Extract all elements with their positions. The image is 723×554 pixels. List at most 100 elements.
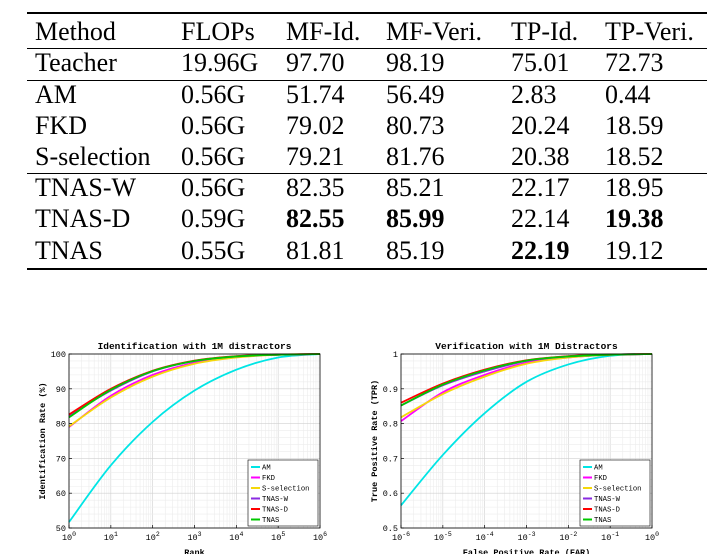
method-name: TNAS-W (35, 173, 137, 202)
x-tick-label: 104 (229, 531, 243, 543)
method-name: Teacher (35, 48, 117, 77)
table-rule (27, 173, 707, 175)
method-name: FKD (35, 111, 88, 140)
x-tick-label: 102 (146, 531, 160, 543)
table-cell: 0.56G (181, 80, 246, 109)
table-cell: 0.56G (181, 111, 246, 140)
results-table: Method FLOPs MF-Id. MF-Veri. TP-Id. TP-Veri. T… (0, 0, 723, 270)
column-header: MF-Veri. (386, 17, 483, 46)
table-cell: 75.01 (511, 48, 570, 77)
y-tick-label: 50 (56, 524, 66, 534)
y-tick-label: 90 (56, 385, 66, 395)
table-cell: 80.73 (386, 111, 445, 140)
y-tick-label: 80 (56, 420, 66, 430)
chart-title: Verification with 1M Distractors (435, 341, 618, 352)
table-cell: 81.81 (286, 236, 345, 265)
table-cell: 18.95 (605, 173, 664, 202)
table-cell: 22.17 (511, 173, 570, 202)
legend-entry: TNAS-W (262, 496, 289, 504)
y-tick-label: 0.7 (383, 454, 398, 464)
legend-entry: S-selection (262, 486, 309, 494)
legend-entry: FKD (262, 475, 275, 483)
table-cell: 79.02 (286, 111, 345, 140)
column-header: FLOPs (181, 17, 255, 46)
table-cell: 98.19 (386, 48, 445, 77)
legend-entry: AM (262, 465, 271, 473)
y-tick-label: 0.6 (383, 489, 398, 499)
x-tick-label: 105 (271, 531, 285, 543)
y-tick-label: 60 (56, 489, 66, 499)
series-line-tnas (68, 353, 321, 419)
x-axis-label: False Positive Rate (FAR) (463, 548, 591, 554)
table-cell: 19.38 (605, 204, 664, 233)
x-tick-label: 100 (62, 531, 76, 543)
legend-entry: S-selection (594, 486, 641, 494)
y-axis-label: True Positive Rate (TPR) (370, 380, 380, 502)
chart-title: Identification with 1M distractors (98, 341, 292, 352)
column-header: MF-Id. (286, 17, 361, 46)
y-axis-label: Identification Rate (%) (38, 382, 48, 499)
y-tick-label: 0.5 (383, 524, 398, 534)
legend-entry: FKD (594, 475, 607, 483)
legend-entry: TNAS-D (594, 507, 620, 515)
x-tick-label: 10-2 (559, 531, 577, 543)
y-tick-label: 70 (56, 454, 66, 464)
table-cell: 18.52 (605, 142, 664, 171)
method-name: AM (35, 80, 77, 109)
x-tick-label: 10-6 (392, 531, 410, 543)
x-axis-label: Rank (184, 548, 204, 554)
x-tick-label: 103 (187, 531, 201, 543)
table-cell: 19.96G (181, 48, 259, 77)
series-line-tnas (400, 353, 653, 407)
table-rule (27, 80, 707, 82)
y-tick-label: 1 (393, 350, 398, 360)
table-cell: 97.70 (286, 48, 345, 77)
identification-chart: 50 60 70 80 90 100 100 101 102 103 104 105 106 Identi… (38, 341, 327, 554)
table-cell: 82.55 (286, 204, 345, 233)
column-header: TP-Id. (511, 17, 579, 46)
table-cell: 0.56G (181, 142, 246, 171)
table-rule (27, 48, 707, 50)
legend-box (579, 459, 651, 527)
x-tick-label: 10-4 (476, 531, 494, 543)
table-cell: 2.83 (511, 80, 557, 109)
table-cell: 79.21 (286, 142, 345, 171)
table-cell: 0.55G (181, 236, 246, 265)
legend-entry: TNAS-W (594, 496, 621, 504)
table-cell: 56.49 (386, 80, 445, 109)
table-cell: 19.12 (605, 236, 664, 265)
table-rule (27, 12, 707, 14)
method-name: S-selection (35, 142, 151, 171)
table-cell: 85.19 (386, 236, 445, 265)
table-cell: 0.44 (605, 80, 651, 109)
table-cell: 20.24 (511, 111, 570, 140)
table-cell: 85.99 (386, 204, 445, 233)
method-name: TNAS-D (35, 204, 131, 233)
legend-entry: AM (594, 465, 603, 473)
table-cell: 82.35 (286, 173, 345, 202)
x-tick-label: 10-3 (517, 531, 535, 543)
series-line-am (400, 353, 653, 506)
column-header: Method (35, 17, 116, 46)
legend-entry: TNAS (262, 517, 279, 525)
table-cell: 85.21 (386, 173, 445, 202)
table-cell: 22.19 (511, 236, 570, 265)
table-cell: 72.73 (605, 48, 664, 77)
column-header: TP-Veri. (605, 17, 694, 46)
table-cell: 22.14 (511, 204, 570, 233)
y-tick-label: 100 (51, 350, 66, 360)
x-tick-label: 100 (645, 531, 659, 543)
legend-entry: TNAS-D (262, 507, 288, 515)
table-cell: 18.59 (605, 111, 664, 140)
y-tick-label: 0.9 (383, 385, 398, 395)
y-tick-label: 0.8 (383, 420, 398, 430)
x-tick-label: 106 (313, 531, 327, 543)
table-cell: 81.76 (386, 142, 445, 171)
x-tick-label: 10-5 (434, 531, 452, 543)
table-cell: 20.38 (511, 142, 570, 171)
table-cell: 51.74 (286, 80, 345, 109)
method-name: TNAS (35, 236, 103, 265)
verification-chart: 0.5 0.6 0.7 0.8 0.9 1 10-6 10-5 10-4 10-3 10-2 10-1… (370, 341, 659, 554)
series-line-am (68, 353, 321, 523)
table-cell: 0.56G (181, 173, 246, 202)
